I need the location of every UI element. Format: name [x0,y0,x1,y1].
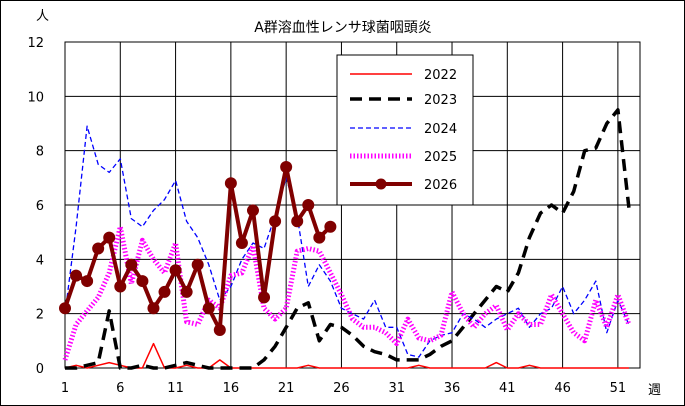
x-tick-label: 36 [444,381,461,396]
y-axis-unit-label: 人 [36,9,49,24]
data-point-2026 [92,242,105,255]
legend-marker-2026 [375,178,387,190]
y-tick-label: 6 [36,199,44,214]
data-point-2026 [103,231,116,244]
y-tick-label: 8 [36,145,44,160]
series-line-2025 [62,224,632,361]
y-tick-label: 0 [36,362,44,377]
data-point-2026 [313,231,326,244]
series-lines [59,108,632,370]
x-tick-label: 6 [116,381,124,396]
y-tick-label: 10 [27,90,44,105]
data-point-2026 [258,291,271,304]
legend-label-2025: 2025 [424,150,457,165]
data-point-2026 [81,275,94,288]
data-point-2026 [114,280,127,293]
data-point-2026 [70,269,83,282]
y-tick-label: 4 [36,253,44,268]
data-point-2026 [280,160,293,173]
series-line-2023 [65,108,631,370]
data-point-2026 [125,258,138,271]
x-tick-label: 46 [554,381,571,396]
chart-title: A群溶血性レンサ球菌咽頭炎 [254,20,432,36]
legend-label-2022: 2022 [424,68,457,83]
data-point-2026 [147,302,160,315]
x-tick-label: 41 [499,381,516,396]
data-point-2026 [136,275,149,288]
x-tick-label: 31 [388,381,405,396]
x-tick-label: 51 [610,381,627,396]
legend-label-2024: 2024 [424,122,457,137]
x-tick-label: 16 [223,381,240,396]
legend: 2022 2023 2024 2025 2026 [336,54,474,206]
data-point-2026 [269,215,282,228]
y-tick-label: 2 [36,308,44,323]
series-line-2022 [64,342,629,369]
y-tick-label: 12 [27,36,44,51]
x-tick-label: 1 [61,381,69,396]
data-point-2026 [246,204,259,217]
data-point-2026 [180,285,193,298]
x-tick-label: 11 [167,381,184,396]
data-point-2026 [158,285,171,298]
x-tick-labels: 1 6 11 16 21 26 31 36 41 46 51 [61,381,626,396]
data-point-2026 [291,215,304,228]
data-point-2026 [235,237,248,250]
data-point-2026 [324,220,337,233]
legend-box [336,54,474,206]
data-point-2026 [213,323,226,336]
data-point-2026 [191,258,204,271]
legend-label-2026: 2026 [424,178,457,193]
x-axis-unit-label: 週 [648,383,661,398]
x-tick-label: 26 [333,381,350,396]
data-point-2026 [302,199,315,211]
data-point-2026 [224,177,237,190]
data-point-2026 [59,302,71,315]
y-tick-labels: 0 2 4 6 8 10 12 [27,36,44,377]
data-point-2026 [202,302,215,315]
series-line-2024 [64,125,630,358]
data-point-2026 [169,264,182,277]
x-tick-label: 21 [278,381,295,396]
legend-label-2023: 2023 [424,93,457,108]
